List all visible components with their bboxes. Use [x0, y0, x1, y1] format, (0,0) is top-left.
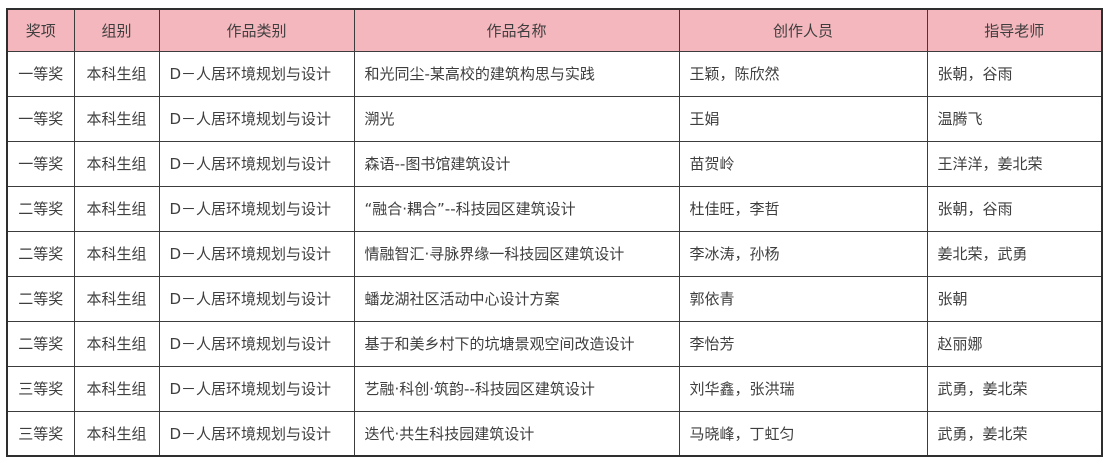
cell-creators: 马晓峰，丁虹匀 — [678, 410, 928, 457]
cell-category: D－人居环境规划与设计 — [158, 185, 355, 232]
cell-title: 情融智汇·寻脉界缘一科技园区建筑设计 — [353, 230, 680, 277]
cell-award: 一等奖 — [6, 95, 75, 142]
table-row: 一等奖 本科生组 D－人居环境规划与设计 和光同尘-某高校的建筑构思与实践 王颖，陈欣然… — [6, 50, 1103, 97]
cell-category: D－人居环境规划与设计 — [158, 410, 355, 457]
cell-group: 本科生组 — [73, 50, 160, 97]
cell-award: 一等奖 — [6, 50, 75, 97]
cell-group: 本科生组 — [73, 275, 160, 322]
cell-advisors: 武勇，姜北荣 — [926, 410, 1103, 457]
cell-category: D－人居环境规划与设计 — [158, 140, 355, 187]
table-row: 二等奖 本科生组 D－人居环境规划与设计 情融智汇·寻脉界缘一科技园区建筑设计 李冰涛，… — [6, 230, 1103, 277]
cell-creators: 李冰涛，孙杨 — [678, 230, 928, 277]
cell-creators: 王颖，陈欣然 — [678, 50, 928, 97]
cell-advisors: 姜北荣，武勇 — [926, 230, 1103, 277]
cell-award: 二等奖 — [6, 230, 75, 277]
cell-title: 溯光 — [353, 95, 680, 142]
cell-category: D－人居环境规划与设计 — [158, 275, 355, 322]
column-header-creators: 创作人员 — [678, 8, 928, 52]
cell-group: 本科生组 — [73, 365, 160, 412]
cell-category: D－人居环境规划与设计 — [158, 50, 355, 97]
table-row: 一等奖 本科生组 D－人居环境规划与设计 森语--图书馆建筑设计 苗贺岭 王洋洋，姜北荣 — [6, 140, 1103, 187]
table-body: 一等奖 本科生组 D－人居环境规划与设计 和光同尘-某高校的建筑构思与实践 王颖，陈欣然… — [6, 50, 1103, 457]
cell-category: D－人居环境规划与设计 — [158, 320, 355, 367]
table-row: 三等奖 本科生组 D－人居环境规划与设计 迭代·共生科技园建筑设计 马晓峰，丁虹匀 武勇，… — [6, 410, 1103, 457]
table-row: 二等奖 本科生组 D－人居环境规划与设计 蟠龙湖社区活动中心设计方案 郭依青 张朝 — [6, 275, 1103, 322]
cell-title: 和光同尘-某高校的建筑构思与实践 — [353, 50, 680, 97]
cell-group: 本科生组 — [73, 185, 160, 232]
cell-creators: 李怡芳 — [678, 320, 928, 367]
cell-advisors: 温腾飞 — [926, 95, 1103, 142]
cell-group: 本科生组 — [73, 230, 160, 277]
cell-title: 森语--图书馆建筑设计 — [353, 140, 680, 187]
header-row: 奖项 组别 作品类别 作品名称 创作人员 指导老师 — [6, 8, 1103, 52]
table-header: 奖项 组别 作品类别 作品名称 创作人员 指导老师 — [6, 8, 1103, 52]
cell-advisors: 张朝，谷雨 — [926, 50, 1103, 97]
cell-advisors: 赵丽娜 — [926, 320, 1103, 367]
cell-category: D－人居环境规划与设计 — [158, 230, 355, 277]
column-header-award: 奖项 — [6, 8, 75, 52]
table-row: 三等奖 本科生组 D－人居环境规划与设计 艺融·科创·筑韵--科技园区建筑设计 刘华鑫，… — [6, 365, 1103, 412]
cell-group: 本科生组 — [73, 95, 160, 142]
cell-award: 二等奖 — [6, 185, 75, 232]
table-row: 二等奖 本科生组 D－人居环境规划与设计 基于和美乡村下的坑塘景观空间改造设计 李怡芳赵… — [6, 320, 1103, 367]
column-header-category: 作品类别 — [158, 8, 355, 52]
cell-creators: 郭依青 — [678, 275, 928, 322]
cell-advisors: 王洋洋，姜北荣 — [926, 140, 1103, 187]
cell-award: 二等奖 — [6, 320, 75, 367]
cell-title: 迭代·共生科技园建筑设计 — [353, 410, 680, 457]
cell-group: 本科生组 — [73, 140, 160, 187]
cell-title: 基于和美乡村下的坑塘景观空间改造设计 — [353, 320, 680, 367]
cell-creators: 杜佳旺，李哲 — [678, 185, 928, 232]
cell-title: “融合·耦合”--科技园区建筑设计 — [353, 185, 680, 232]
cell-group: 本科生组 — [73, 320, 160, 367]
cell-title: 蟠龙湖社区活动中心设计方案 — [353, 275, 680, 322]
cell-category: D－人居环境规划与设计 — [158, 95, 355, 142]
cell-category: D－人居环境规划与设计 — [158, 365, 355, 412]
table-row: 一等奖 本科生组 D－人居环境规划与设计 溯光 王娟 温腾飞 — [6, 95, 1103, 142]
cell-group: 本科生组 — [73, 410, 160, 457]
column-header-advisors: 指导老师 — [926, 8, 1103, 52]
cell-award: 二等奖 — [6, 275, 75, 322]
cell-award: 一等奖 — [6, 140, 75, 187]
cell-advisors: 张朝，谷雨 — [926, 185, 1103, 232]
cell-award: 三等奖 — [6, 410, 75, 457]
awards-table: 奖项 组别 作品类别 作品名称 创作人员 指导老师 一等奖 本科生组 D－人居环境规… — [6, 8, 1103, 457]
column-header-group: 组别 — [73, 8, 160, 52]
cell-creators: 苗贺岭 — [678, 140, 928, 187]
cell-advisors: 武勇，姜北荣 — [926, 365, 1103, 412]
cell-advisors: 张朝 — [926, 275, 1103, 322]
cell-award: 三等奖 — [6, 365, 75, 412]
cell-creators: 王娟 — [678, 95, 928, 142]
table-row: 二等奖 本科生组 D－人居环境规划与设计 “融合·耦合”--科技园区建筑设计 杜佳旺，李… — [6, 185, 1103, 232]
column-header-title: 作品名称 — [353, 8, 680, 52]
cell-title: 艺融·科创·筑韵--科技园区建筑设计 — [353, 365, 680, 412]
cell-creators: 刘华鑫，张洪瑞 — [678, 365, 928, 412]
